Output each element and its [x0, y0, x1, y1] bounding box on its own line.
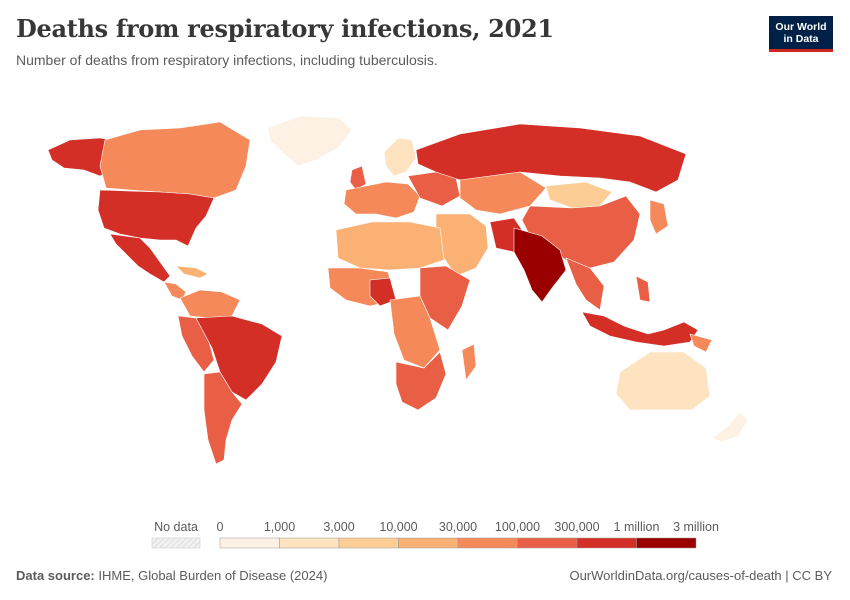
region-mexico[interactable]: [109, 233, 171, 283]
region-central-america[interactable]: [163, 281, 187, 301]
region-northern-south-america[interactable]: [179, 289, 241, 319]
region-papua-new-guinea[interactable]: [689, 333, 713, 353]
owid-logo[interactable]: Our World in Data: [769, 16, 833, 52]
region-central-africa[interactable]: [389, 295, 441, 369]
legend-bin-swatch[interactable]: [279, 537, 340, 549]
region-mongolia[interactable]: [545, 181, 613, 209]
legend-bin-swatch[interactable]: [576, 537, 637, 549]
legend-color-bins: 0 1,000 3,000 10,000 30,000 100,000 300,000 1 m…: [217, 520, 719, 549]
region-brazil[interactable]: [195, 315, 283, 401]
region-scandinavia[interactable]: [383, 137, 417, 177]
legend-bin-swatch[interactable]: [517, 537, 578, 549]
region-southern-africa[interactable]: [395, 351, 447, 411]
region-western-europe[interactable]: [343, 181, 421, 219]
region-usa[interactable]: [97, 189, 215, 247]
region-russia[interactable]: [415, 123, 687, 193]
region-caribbean[interactable]: [175, 265, 209, 279]
legend-no-data-label: No data: [154, 520, 198, 534]
legend-no-data-swatch[interactable]: [151, 537, 201, 549]
region-central-asia[interactable]: [459, 171, 547, 215]
data-source-label: Data source:: [16, 568, 95, 583]
region-india[interactable]: [513, 227, 567, 303]
region-north-africa[interactable]: [335, 221, 445, 271]
legend-bin-swatch[interactable]: [219, 537, 280, 549]
region-nigeria[interactable]: [369, 277, 397, 307]
region-canada[interactable]: [99, 121, 251, 199]
region-australia[interactable]: [615, 351, 711, 411]
chart-subtitle: Number of deaths from respiratory infect…: [16, 52, 438, 68]
legend-tick-label: 1 million: [614, 520, 660, 534]
data-source: Data source: IHME, Global Burden of Dise…: [16, 568, 327, 583]
legend-bin-swatch[interactable]: [338, 537, 399, 549]
region-greenland[interactable]: [267, 115, 353, 167]
legend-tick-label: 3 million: [673, 520, 719, 534]
legend-tick-label: 30,000: [439, 520, 477, 534]
legend-bin-swatch[interactable]: [636, 537, 697, 549]
region-japan[interactable]: [649, 199, 669, 235]
legend: No data 0 1,000 3,000 10,000 30,000 100,000 30…: [151, 520, 719, 549]
region-madagascar[interactable]: [461, 343, 477, 381]
region-new-zealand[interactable]: [711, 411, 749, 443]
legend-tick-label: 300,000: [554, 520, 599, 534]
data-source-text: IHME, Global Burden of Disease (2024): [98, 568, 328, 583]
legend-tick-label: 100,000: [495, 520, 540, 534]
logo-line-1: Our World: [775, 21, 827, 33]
legend-bin-swatch[interactable]: [398, 537, 459, 549]
legend-tick-label: 3,000: [323, 520, 354, 534]
chart-title: Deaths from respiratory infections, 2021: [16, 14, 554, 43]
logo-line-2: in Data: [783, 33, 819, 45]
region-southeast-asia[interactable]: [565, 257, 605, 311]
legend-tick-label: 10,000: [379, 520, 417, 534]
region-southern-cone[interactable]: [203, 371, 243, 465]
legend-tick-label: 0: [217, 520, 224, 534]
legend-bin-swatch[interactable]: [457, 537, 518, 549]
region-philippines[interactable]: [635, 275, 651, 303]
legend-tick-label: 1,000: [264, 520, 295, 534]
source-url[interactable]: OurWorldinData.org/causes-of-death | CC …: [569, 568, 832, 583]
region-indonesia[interactable]: [581, 311, 699, 347]
